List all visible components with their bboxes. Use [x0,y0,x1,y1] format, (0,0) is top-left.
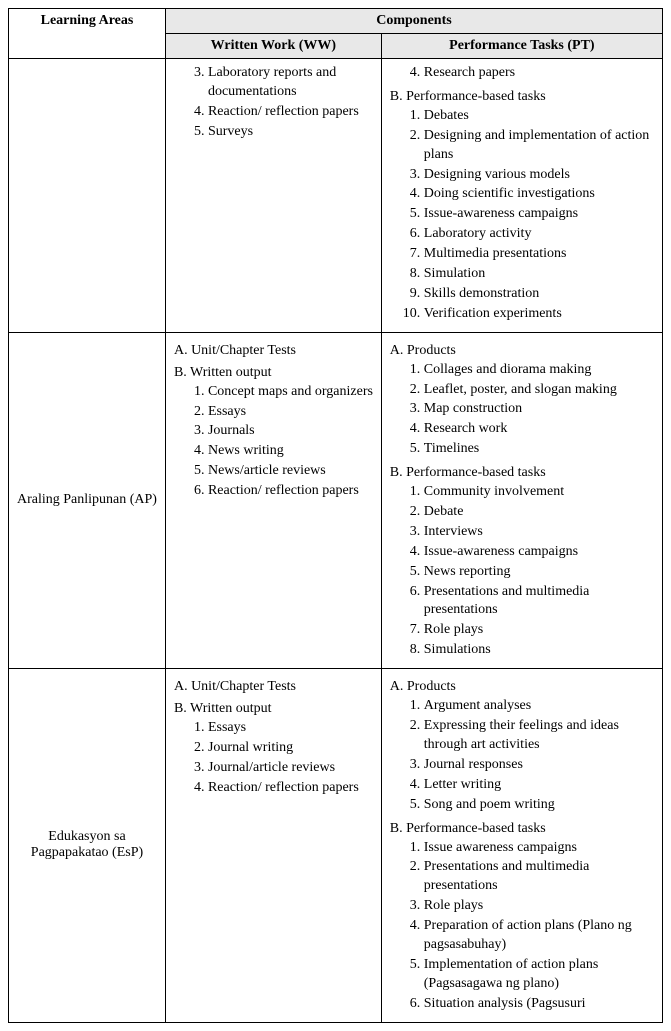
pt-cell: A. Products Argument analysesExpressing t… [381,669,662,1022]
list-item: Multimedia presentations [424,245,656,264]
list-item: Journal writing [208,739,375,758]
list-item: Debates [424,107,656,126]
section-label: A. Unit/Chapter Tests [174,679,375,695]
section-label: B. Written output [174,701,375,717]
list-item: Presentations and multimedia presentatio… [424,583,656,621]
list-item: Timelines [424,440,656,459]
list-item: Research work [424,420,656,439]
list-item: Reaction/ reflection papers [208,103,375,122]
list-item: Map construction [424,400,656,419]
section-label: A. Products [390,343,656,359]
learning-area-cell: Edukasyon sa Pagpapakatao (EsP) [9,669,166,1022]
section-label: A. Products [390,679,656,695]
list-item: Role plays [424,621,656,640]
item-list: Collages and diorama makingLeaflet, post… [388,361,656,459]
components-table: Learning Areas Components Written Work (… [8,8,663,1023]
section-label: B. Written output [174,365,375,381]
item-list: Argument analysesExpressing their feelin… [388,697,656,814]
list-item: Surveys [208,123,375,142]
ww-cell: A. Unit/Chapter Tests B. Written output Co… [165,332,381,668]
item-list: Concept maps and organizersEssaysJournal… [172,383,375,501]
section-label: B. Performance-based tasks [390,465,656,481]
list-item: Essays [208,719,375,738]
list-item: Interviews [424,523,656,542]
list-item: Concept maps and organizers [208,383,375,402]
list-item: Implementation of action plans (Pagsasag… [424,956,656,994]
section-label: B. Performance-based tasks [390,821,656,837]
item-list: Research papers [388,64,656,83]
table-row: Laboratory reports and documentationsRea… [9,59,663,333]
list-item: Laboratory reports and documentations [208,64,375,102]
list-item: Verification experiments [424,305,656,324]
list-item: Argument analyses [424,697,656,716]
list-item: Research papers [424,64,656,83]
list-item: Laboratory activity [424,225,656,244]
list-item: Journals [208,422,375,441]
list-item: Doing scientific investigations [424,185,656,204]
list-item: Reaction/ reflection papers [208,779,375,798]
list-item: Journal responses [424,756,656,775]
learning-area-cell [9,59,166,333]
ww-cell: A. Unit/Chapter Tests B. Written output Es… [165,669,381,1022]
list-item: Reaction/ reflection papers [208,482,375,501]
list-item: Skills demonstration [424,285,656,304]
list-item: Expressing their feelings and ideas thro… [424,717,656,755]
list-item: Designing and implementation of action p… [424,127,656,165]
pt-cell: Research papers B. Performance-based task… [381,59,662,333]
list-item: Role plays [424,897,656,916]
list-item: Leaflet, poster, and slogan making [424,381,656,400]
header-components: Components [165,9,662,34]
header-ww: Written Work (WW) [165,34,381,59]
list-item: Essays [208,403,375,422]
section-label: B. Performance-based tasks [390,89,656,105]
ww-cell: Laboratory reports and documentationsRea… [165,59,381,333]
pt-cell: A. Products Collages and diorama makingLe… [381,332,662,668]
list-item: News/article reviews [208,462,375,481]
item-list: Community involvementDebateInterviewsIss… [388,483,656,660]
header-learning-areas: Learning Areas [9,9,166,59]
list-item: Issue-awareness campaigns [424,543,656,562]
learning-area-cell: Araling Panlipunan (AP) [9,332,166,668]
item-list: Laboratory reports and documentationsRea… [172,64,375,142]
item-list: DebatesDesigning and implementation of a… [388,107,656,324]
list-item: Community involvement [424,483,656,502]
list-item: Letter writing [424,776,656,795]
table-row: Araling Panlipunan (AP)A. Unit/Chapter T… [9,332,663,668]
list-item: Song and poem writing [424,796,656,815]
header-row-1: Learning Areas Components [9,9,663,34]
list-item: Collages and diorama making [424,361,656,380]
list-item: Journal/article reviews [208,759,375,778]
section-label: A. Unit/Chapter Tests [174,343,375,359]
list-item: Designing various models [424,166,656,185]
list-item: Simulation [424,265,656,284]
list-item: Presentations and multimedia presentatio… [424,858,656,896]
list-item: News reporting [424,563,656,582]
list-item: Issue-awareness campaigns [424,205,656,224]
list-item: Issue awareness campaigns [424,839,656,858]
table-row: Edukasyon sa Pagpapakatao (EsP)A. Unit/C… [9,669,663,1022]
item-list: Issue awareness campaignsPresentations a… [388,839,656,1014]
list-item: Simulations [424,641,656,660]
list-item: News writing [208,442,375,461]
list-item: Situation analysis (Pagsusuri [424,995,656,1014]
item-list: EssaysJournal writingJournal/article rev… [172,719,375,798]
header-pt: Performance Tasks (PT) [381,34,662,59]
list-item: Debate [424,503,656,522]
list-item: Preparation of action plans (Plano ng pa… [424,917,656,955]
